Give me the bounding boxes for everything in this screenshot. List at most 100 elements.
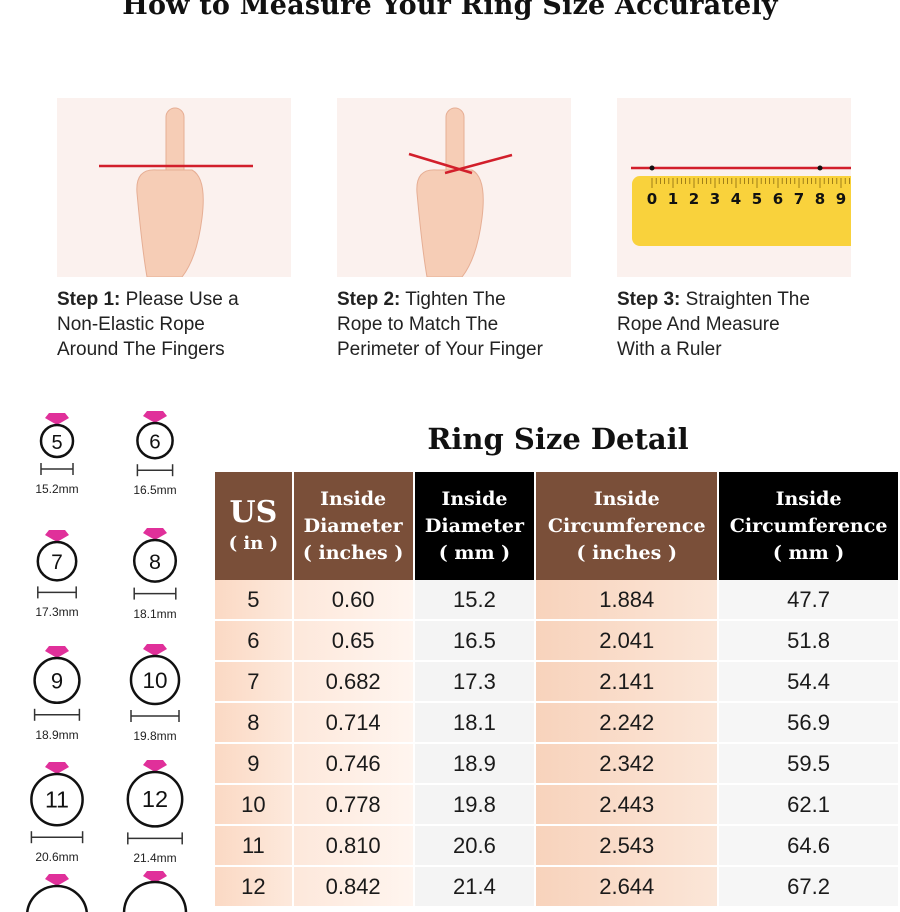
ring-icon-size-10: 10 19.8mm (110, 642, 200, 743)
ring-icon-partial (110, 869, 200, 912)
table-cell: 67.2 (718, 866, 900, 908)
table-cell: 2.342 (535, 743, 720, 785)
svg-text:7: 7 (51, 551, 63, 574)
svg-text:6: 6 (149, 431, 160, 454)
ruler-number: 3 (710, 190, 720, 208)
table-row: 7 0.682 17.3 2.141 54.4 (215, 661, 900, 703)
ruler-number: 7 (794, 190, 804, 208)
step2-illustration (337, 98, 571, 277)
table-cell: 0.60 (292, 580, 415, 621)
ring-diameter-label: 15.2mm (35, 482, 79, 496)
step1-caption: Step 1: Please Use a Non-Elastic Rope Aro… (57, 289, 239, 360)
table-row: 12 0.842 21.4 2.644 67.2 (215, 866, 900, 908)
svg-text:5: 5 (51, 432, 62, 454)
table-cell: 19.8 (413, 784, 537, 826)
table-row: 5 0.60 15.2 1.884 47.7 (215, 580, 900, 621)
table-row: 8 0.714 18.1 2.242 56.9 (215, 702, 900, 744)
table-cell: 0.65 (292, 620, 415, 662)
ring-diameter-label: 19.8mm (133, 729, 177, 743)
table-cell: 54.4 (718, 661, 900, 703)
header-us: US( in ) (215, 472, 294, 580)
table-cell: 59.5 (718, 743, 900, 785)
gem-icon (143, 760, 167, 772)
table-cell: 2.644 (535, 866, 720, 908)
table-cell: 0.746 (292, 743, 415, 785)
gem-icon (45, 413, 69, 425)
table-cell: 0.778 (292, 784, 415, 826)
ruler-number: 4 (731, 190, 741, 208)
ruler-icon (632, 176, 851, 246)
ruler-number: 2 (689, 190, 699, 208)
table-header-row: US( in ) Inside Diameter( inches ) Insid… (215, 472, 900, 580)
ruler-number: 6 (773, 190, 783, 208)
table-cell: 5 (215, 580, 294, 621)
table-cell: 8 (215, 702, 294, 744)
header-circumference-in: Inside Circumference( inches ) (535, 472, 720, 580)
table-cell: 56.9 (718, 702, 900, 744)
page-title: How to Measure Your Ring Size Accurately (122, 0, 778, 21)
ring-icon-size-8: 8 18.1mm (110, 526, 200, 621)
ring-diameter-label: 16.5mm (133, 483, 177, 498)
gem-icon (45, 762, 69, 774)
table-row: 11 0.810 20.6 2.543 64.6 (215, 825, 900, 867)
ruler-number: 0 (647, 190, 657, 208)
table-cell: 51.8 (718, 620, 900, 662)
step1-illustration (57, 98, 291, 277)
svg-text:8: 8 (149, 550, 161, 574)
svg-text:11: 11 (45, 787, 69, 813)
table-row: 10 0.778 19.8 2.443 62.1 (215, 784, 900, 826)
ring-icon-size-6: 6 16.5mm (110, 409, 200, 497)
table-cell: 2.141 (535, 661, 720, 703)
ring-diameter-label: 17.3mm (35, 605, 79, 620)
step2-caption: Step 2: Tighten The Rope to Match The Per… (337, 289, 543, 360)
table-cell: 15.2 (413, 580, 537, 621)
table-cell: 16.5 (413, 620, 537, 662)
table-cell: 64.6 (718, 825, 900, 867)
table-cell: 20.6 (413, 825, 537, 867)
table-cell: 12 (215, 866, 294, 908)
ruler-number: 8 (815, 190, 825, 208)
table-cell: 1.884 (535, 580, 720, 621)
table-cell: 7 (215, 661, 294, 703)
ruler-number: 9 (836, 190, 846, 208)
ring-icon-size-5: 5 15.2mm (12, 411, 102, 496)
ruler-number: 1 (668, 190, 678, 208)
ring-size-detail-title: Ring Size Detail (427, 422, 689, 456)
ring-diameter-label: 20.6mm (35, 850, 79, 865)
gem-icon (45, 530, 69, 542)
table-cell: 2.543 (535, 825, 720, 867)
table-cell: 6 (215, 620, 294, 662)
table-cell: 0.810 (292, 825, 415, 867)
header-diameter-in: Inside Diameter( inches ) (292, 472, 415, 580)
table-cell: 62.1 (718, 784, 900, 826)
table-row: 9 0.746 18.9 2.342 59.5 (215, 743, 900, 785)
table-row: 6 0.65 16.5 2.041 51.8 (215, 620, 900, 662)
ring-size-table: US( in ) Inside Diameter( inches ) Insid… (215, 472, 900, 908)
ring-icon-size-9: 9 18.9mm (12, 644, 102, 742)
ring-icon-size-7: 7 17.3mm (12, 528, 102, 619)
table-cell: 9 (215, 743, 294, 785)
hand-icon (136, 107, 204, 277)
table-cell: 18.1 (413, 702, 537, 744)
ring-diameter-label: 18.9mm (35, 727, 79, 742)
hand-icon (416, 107, 484, 277)
header-diameter-mm: Inside Diameter( mm ) (413, 472, 537, 580)
table-cell: 17.3 (413, 661, 537, 703)
table-cell: 11 (215, 825, 294, 867)
step3-caption: Step 3: Straighten The Rope And Measure W… (617, 289, 810, 360)
table-cell: 2.443 (535, 784, 720, 826)
gem-icon (143, 411, 167, 423)
table-cell: 47.7 (718, 580, 900, 621)
gem-icon (45, 646, 69, 658)
ring-diameter-label: 21.4mm (133, 851, 177, 866)
svg-text:10: 10 (142, 668, 167, 693)
table-cell: 0.714 (292, 702, 415, 744)
table-cell: 10 (215, 784, 294, 826)
table-cell: 2.242 (535, 702, 720, 744)
table-cell: 18.9 (413, 743, 537, 785)
svg-text:12: 12 (142, 786, 168, 812)
gem-icon (143, 528, 167, 540)
ring-icon-size-12: 12 21.4mm (110, 758, 200, 865)
ring-icon-size-11: 11 20.6mm (12, 760, 102, 864)
